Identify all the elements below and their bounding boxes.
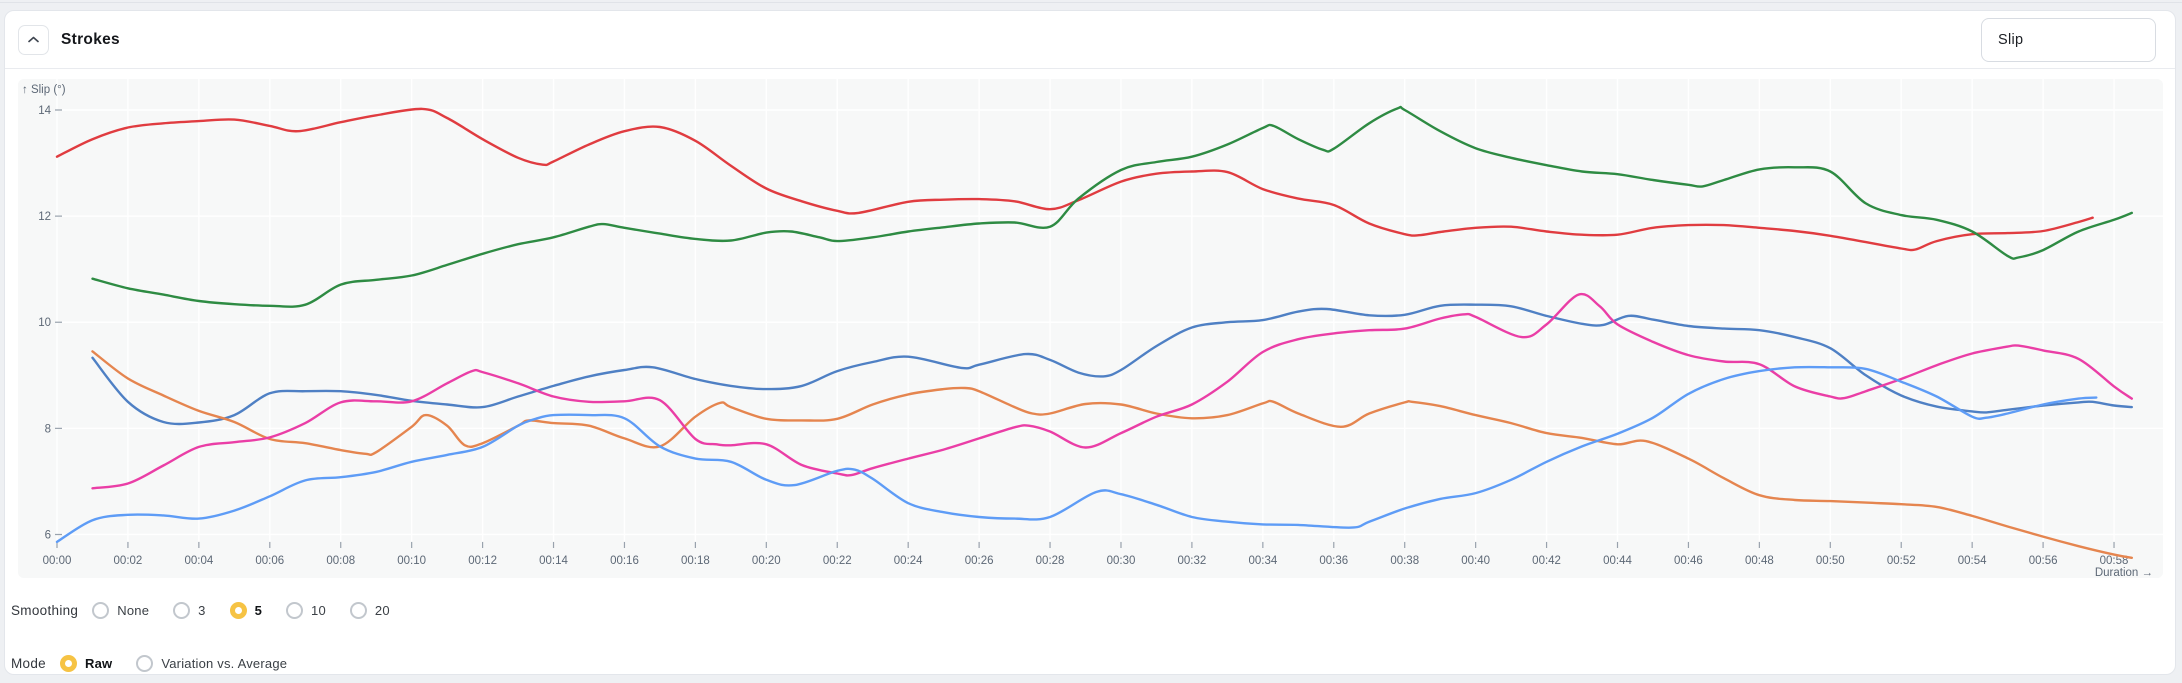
x-tick-label: 00:42 [1532,555,1561,567]
panel-title: Strokes [61,30,120,48]
x-tick-label: 00:00 [43,555,72,567]
x-tick-label: 00:26 [965,555,994,567]
series-line-stroke-orange [91,350,2133,559]
mode-radio-variation-vs-average[interactable] [136,654,154,672]
smoothing-radio-5-selected[interactable] [229,601,247,619]
strokes-panel: Strokes Slip 14 12 10 8 6 00:00 00:02 00:04 00:0… [4,10,2176,675]
x-tick-label: 00:44 [1603,555,1632,567]
smoothing-radio-10[interactable] [286,601,304,619]
x-tick-label: 00:12 [468,555,497,567]
y-tick-label: 8 [45,423,51,435]
y-tick-label: 12 [38,211,51,223]
smoothing-option-20[interactable]: 20 [349,601,390,619]
x-tick-label: 00:28 [1036,555,1065,567]
x-tick-label: 00:58 [2100,555,2129,567]
smoothing-option-label: 10 [311,602,326,618]
x-tick-label: 00:40 [1461,555,1490,567]
x-tick-label: 00:54 [1958,555,1987,567]
smoothing-option-label: 3 [198,602,206,618]
panel-header: Strokes Slip [5,11,2175,69]
x-tick-label: 00:14 [539,555,568,567]
x-tick-label: 00:52 [1887,555,1916,567]
mode-options: Raw Variation vs. Average [59,654,288,672]
y-tick-label: 14 [38,105,51,117]
smoothing-radio-20[interactable] [349,601,367,619]
series-line-stroke-lightblue [55,365,2098,544]
series-line-stroke-green [91,105,2133,308]
mode-option-raw[interactable]: Raw [59,654,113,672]
smoothing-options: None 3 5 10 20 [92,601,390,619]
mode-control: Mode Raw Variation vs. Average [11,649,287,677]
series-line-stroke-magenta [91,292,2133,490]
strokes-chart: 14 12 10 8 6 00:00 00:02 00:04 00:06 00:08 00:10 00… [18,79,2163,578]
x-tick-label: 00:16 [610,555,639,567]
smoothing-label: Smoothing [11,602,79,618]
x-tick-label: 00:30 [1107,555,1136,567]
mode-option-label: Variation vs. Average [161,655,288,671]
metric-select-value: Slip [1998,31,2024,48]
metric-select[interactable]: Slip [1981,17,2156,62]
y-tick-label: 10 [38,317,51,329]
mode-option-variation-vs-average[interactable]: Variation vs. Average [136,654,288,672]
series-line-stroke-red [55,107,2094,252]
chevron-down-icon [2023,36,2036,44]
smoothing-radio-none[interactable] [92,601,110,619]
x-tick-label: 00:04 [184,555,213,567]
y-tick-label: 6 [45,529,51,541]
y-axis-title: ↑ Slip (°) [22,84,66,96]
smoothing-option-3[interactable]: 3 [173,601,206,619]
top-divider [0,2,2182,3]
x-tick-label: 00:22 [823,555,852,567]
x-tick-label: 00:24 [894,555,923,567]
chart-area: 14 12 10 8 6 00:00 00:02 00:04 00:06 00:08 00:10 00… [18,79,2163,578]
smoothing-option-5[interactable]: 5 [229,601,263,619]
x-tick-label: 00:56 [2029,555,2058,567]
x-tick-label: 00:02 [114,555,143,567]
smoothing-control: Smoothing None 3 5 10 20 [11,596,390,624]
x-tick-label: 00:20 [752,555,781,567]
mode-radio-raw-selected[interactable] [59,654,77,672]
mode-option-label: Raw [84,655,113,671]
collapse-panel-button[interactable] [18,24,49,55]
mode-label: Mode [11,655,46,671]
chevron-up-icon [28,36,39,43]
x-axis-title: Duration → [2095,567,2153,578]
smoothing-radio-3[interactable] [173,601,191,619]
x-tick-label: 00:38 [1390,555,1419,567]
smoothing-option-label: 20 [374,602,390,618]
smoothing-option-label: 5 [254,602,263,618]
x-tick-label: 00:46 [1674,555,1703,567]
x-tick-label: 00:34 [1248,555,1277,567]
smoothing-option-none[interactable]: None [92,601,150,619]
plot-background [18,79,2163,578]
smoothing-option-10[interactable]: 10 [286,601,326,619]
x-tick-label: 00:32 [1178,555,1207,567]
x-tick-label: 00:50 [1816,555,1845,567]
x-tick-label: 00:48 [1745,555,1774,567]
x-tick-label: 00:08 [326,555,355,567]
x-tick-label: 00:10 [397,555,426,567]
x-tick-label: 00:36 [1319,555,1348,567]
x-tick-label: 00:18 [681,555,710,567]
x-tick-label: 00:06 [255,555,284,567]
smoothing-option-label: None [117,602,150,618]
